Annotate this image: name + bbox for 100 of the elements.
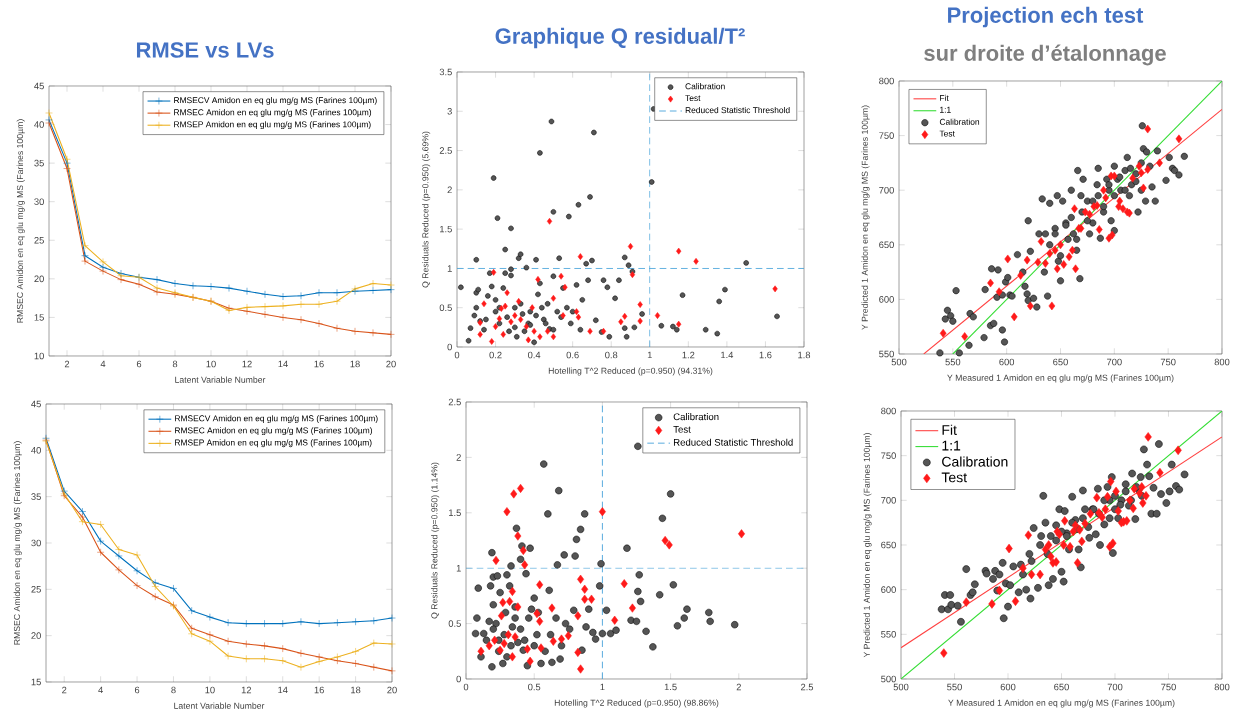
y-tick-label: 40 <box>31 447 41 454</box>
x-axis-title: Y Measured 1 Amidon en eq glu mg/g MS (Farines 100µm) <box>948 699 1175 708</box>
x-tick-label: 10 <box>206 360 216 368</box>
x-tick-label: 800 <box>1214 683 1230 691</box>
x-tick-label: 8 <box>171 686 176 694</box>
y-axis-title: Q Residuals Reduced (p=0.950) (1.14%) <box>431 462 440 619</box>
x-tick-label: 12 <box>242 360 252 368</box>
x-tick-label: 4 <box>98 686 103 694</box>
y-tick-label: 20 <box>31 632 41 639</box>
x-tick-label: 4 <box>100 360 106 368</box>
legend-label: RMSEC Amidon en eq glu mg/g MS (Farines 100µm) <box>175 427 372 436</box>
chart-title: Graphique Q residual/T² <box>495 27 745 49</box>
y-tick-label: 2 <box>447 186 452 194</box>
x-tick-label: 0.2 <box>489 351 502 359</box>
legend-label: Calibration <box>685 83 725 90</box>
legend-label: Calibration <box>939 118 980 125</box>
legend-label: Test <box>685 95 701 102</box>
y-axis-title: RMSEC Amidon en eq glu mg/g MS (Farines 100µm) <box>13 441 22 645</box>
y-axis-title: RMSEC Amidon en eq glu mg/g MS (Farines 100µm) <box>16 119 25 323</box>
legend-label: Fit <box>942 424 957 435</box>
legend-label: RMSEP Amidon en eq glu mg/g MS (Farines 100µm) <box>174 121 371 129</box>
x-tick-label: 750 <box>1160 358 1176 366</box>
legend-label: Test <box>673 426 691 433</box>
y-tick-label: 0 <box>447 343 452 351</box>
y-tick-label: 700 <box>879 186 894 194</box>
x-tick-label: 600 <box>999 358 1015 366</box>
x-tick-label: 1.6 <box>759 351 772 359</box>
y-tick-label: 800 <box>879 77 894 85</box>
x-tick-label: 0.4 <box>527 351 541 359</box>
y-tick-label: 0.5 <box>448 620 461 627</box>
legend-label: Reduced Statistic Threshold <box>673 438 793 446</box>
y-tick-label: 600 <box>879 296 894 303</box>
x-tick-label: 700 <box>1107 683 1123 691</box>
x-tick-label: 600 <box>1000 683 1016 691</box>
y-tick-label: 650 <box>881 541 896 549</box>
x-tick-label: 20 <box>386 360 396 368</box>
chart-title: Projection ech test <box>948 6 1144 28</box>
legend-label: Calibration <box>942 456 1008 467</box>
legend-label: 1:1 <box>942 440 961 451</box>
y-tick-label: 500 <box>881 675 896 683</box>
x-tick-label: 0.6 <box>566 351 579 359</box>
legend-label: RMSECV Amidon en eq glu mg/g MS (Farines 100µm) <box>175 415 378 423</box>
y-tick-label: 0.5 <box>439 304 452 311</box>
y-tick-label: 15 <box>34 314 44 321</box>
x-tick-label: 500 <box>891 358 907 366</box>
y-axis-title: Y Predicted 1 Amidon en eq glu mg/g MS (Farines 100µm) <box>863 433 872 658</box>
x-tick-label: 14 <box>278 360 288 368</box>
y-tick-label: 1 <box>456 564 461 572</box>
x-tick-label: 12 <box>241 686 252 694</box>
y-tick-label: 35 <box>34 159 44 167</box>
y-tick-label: 30 <box>31 539 41 547</box>
legend-label: Calibration <box>673 413 719 421</box>
x-tick-label: 1 <box>600 683 605 691</box>
legend-label: RMSEP Amidon en eq glu mg/g MS (Farines 100µm) <box>175 439 372 448</box>
y-tick-label: 800 <box>881 407 896 415</box>
x-axis-title: Hotelling T^2 Reduced (p=0.950) (94.31%) <box>548 367 713 376</box>
y-tick-label: 3.5 <box>439 68 452 76</box>
y-tick-label: 3 <box>447 107 452 115</box>
x-tick-label: 10 <box>205 686 215 694</box>
y-tick-label: 2.5 <box>439 147 452 154</box>
chart-subtitle: sur droite d’étalonnage <box>924 44 1166 66</box>
y-tick-label: 2 <box>456 454 461 461</box>
x-tick-label: 1.8 <box>798 351 811 359</box>
x-tick-label: 14 <box>278 686 288 694</box>
x-tick-label: 2 <box>64 360 70 368</box>
y-tick-label: 650 <box>879 241 894 249</box>
y-tick-label: 550 <box>881 631 896 638</box>
x-tick-label: 2 <box>62 686 67 694</box>
y-axis-title: Q Residuals Reduced (p=0.950) (5.69%) <box>422 131 431 288</box>
y-tick-label: 35 <box>31 493 41 500</box>
legend-label: RMSECV Amidon en eq glu mg/g MS (Farines 100µm) <box>174 96 377 105</box>
chart-title: RMSE vs LVs <box>136 42 274 58</box>
x-tick-label: 550 <box>947 683 962 691</box>
x-tick-label: 18 <box>350 360 360 368</box>
legend-label: 1:1 <box>940 106 951 113</box>
y-tick-label: 30 <box>34 198 44 205</box>
y-tick-label: 45 <box>34 82 44 90</box>
x-axis-title: Y Measured 1 Amidon en eq glu mg/g MS (Farines 100µm) <box>947 374 1174 383</box>
x-tick-label: 8 <box>172 360 178 368</box>
legend-label: Test <box>941 472 967 483</box>
y-tick-label: 45 <box>31 400 41 408</box>
x-tick-label: 650 <box>1053 358 1068 366</box>
x-tick-label: 2.5 <box>800 683 814 691</box>
y-tick-label: 20 <box>34 275 44 283</box>
x-tick-label: 650 <box>1054 683 1069 691</box>
x-tick-label: 1.2 <box>682 351 695 359</box>
x-tick-label: 0.5 <box>528 683 541 691</box>
x-tick-label: 16 <box>314 360 324 368</box>
y-tick-label: 2.5 <box>448 398 461 406</box>
y-tick-label: 1.5 <box>440 225 452 233</box>
x-tick-label: 500 <box>893 683 909 691</box>
x-tick-label: 16 <box>314 686 324 694</box>
y-tick-label: 25 <box>31 586 41 593</box>
x-tick-label: 6 <box>134 686 140 694</box>
y-tick-label: 40 <box>34 121 44 128</box>
legend-label: Fit <box>940 94 949 101</box>
x-tick-label: 1 <box>647 351 652 359</box>
y-tick-label: 15 <box>31 678 41 686</box>
y-tick-label: 1.5 <box>449 509 461 517</box>
y-tick-label: 25 <box>34 236 44 244</box>
